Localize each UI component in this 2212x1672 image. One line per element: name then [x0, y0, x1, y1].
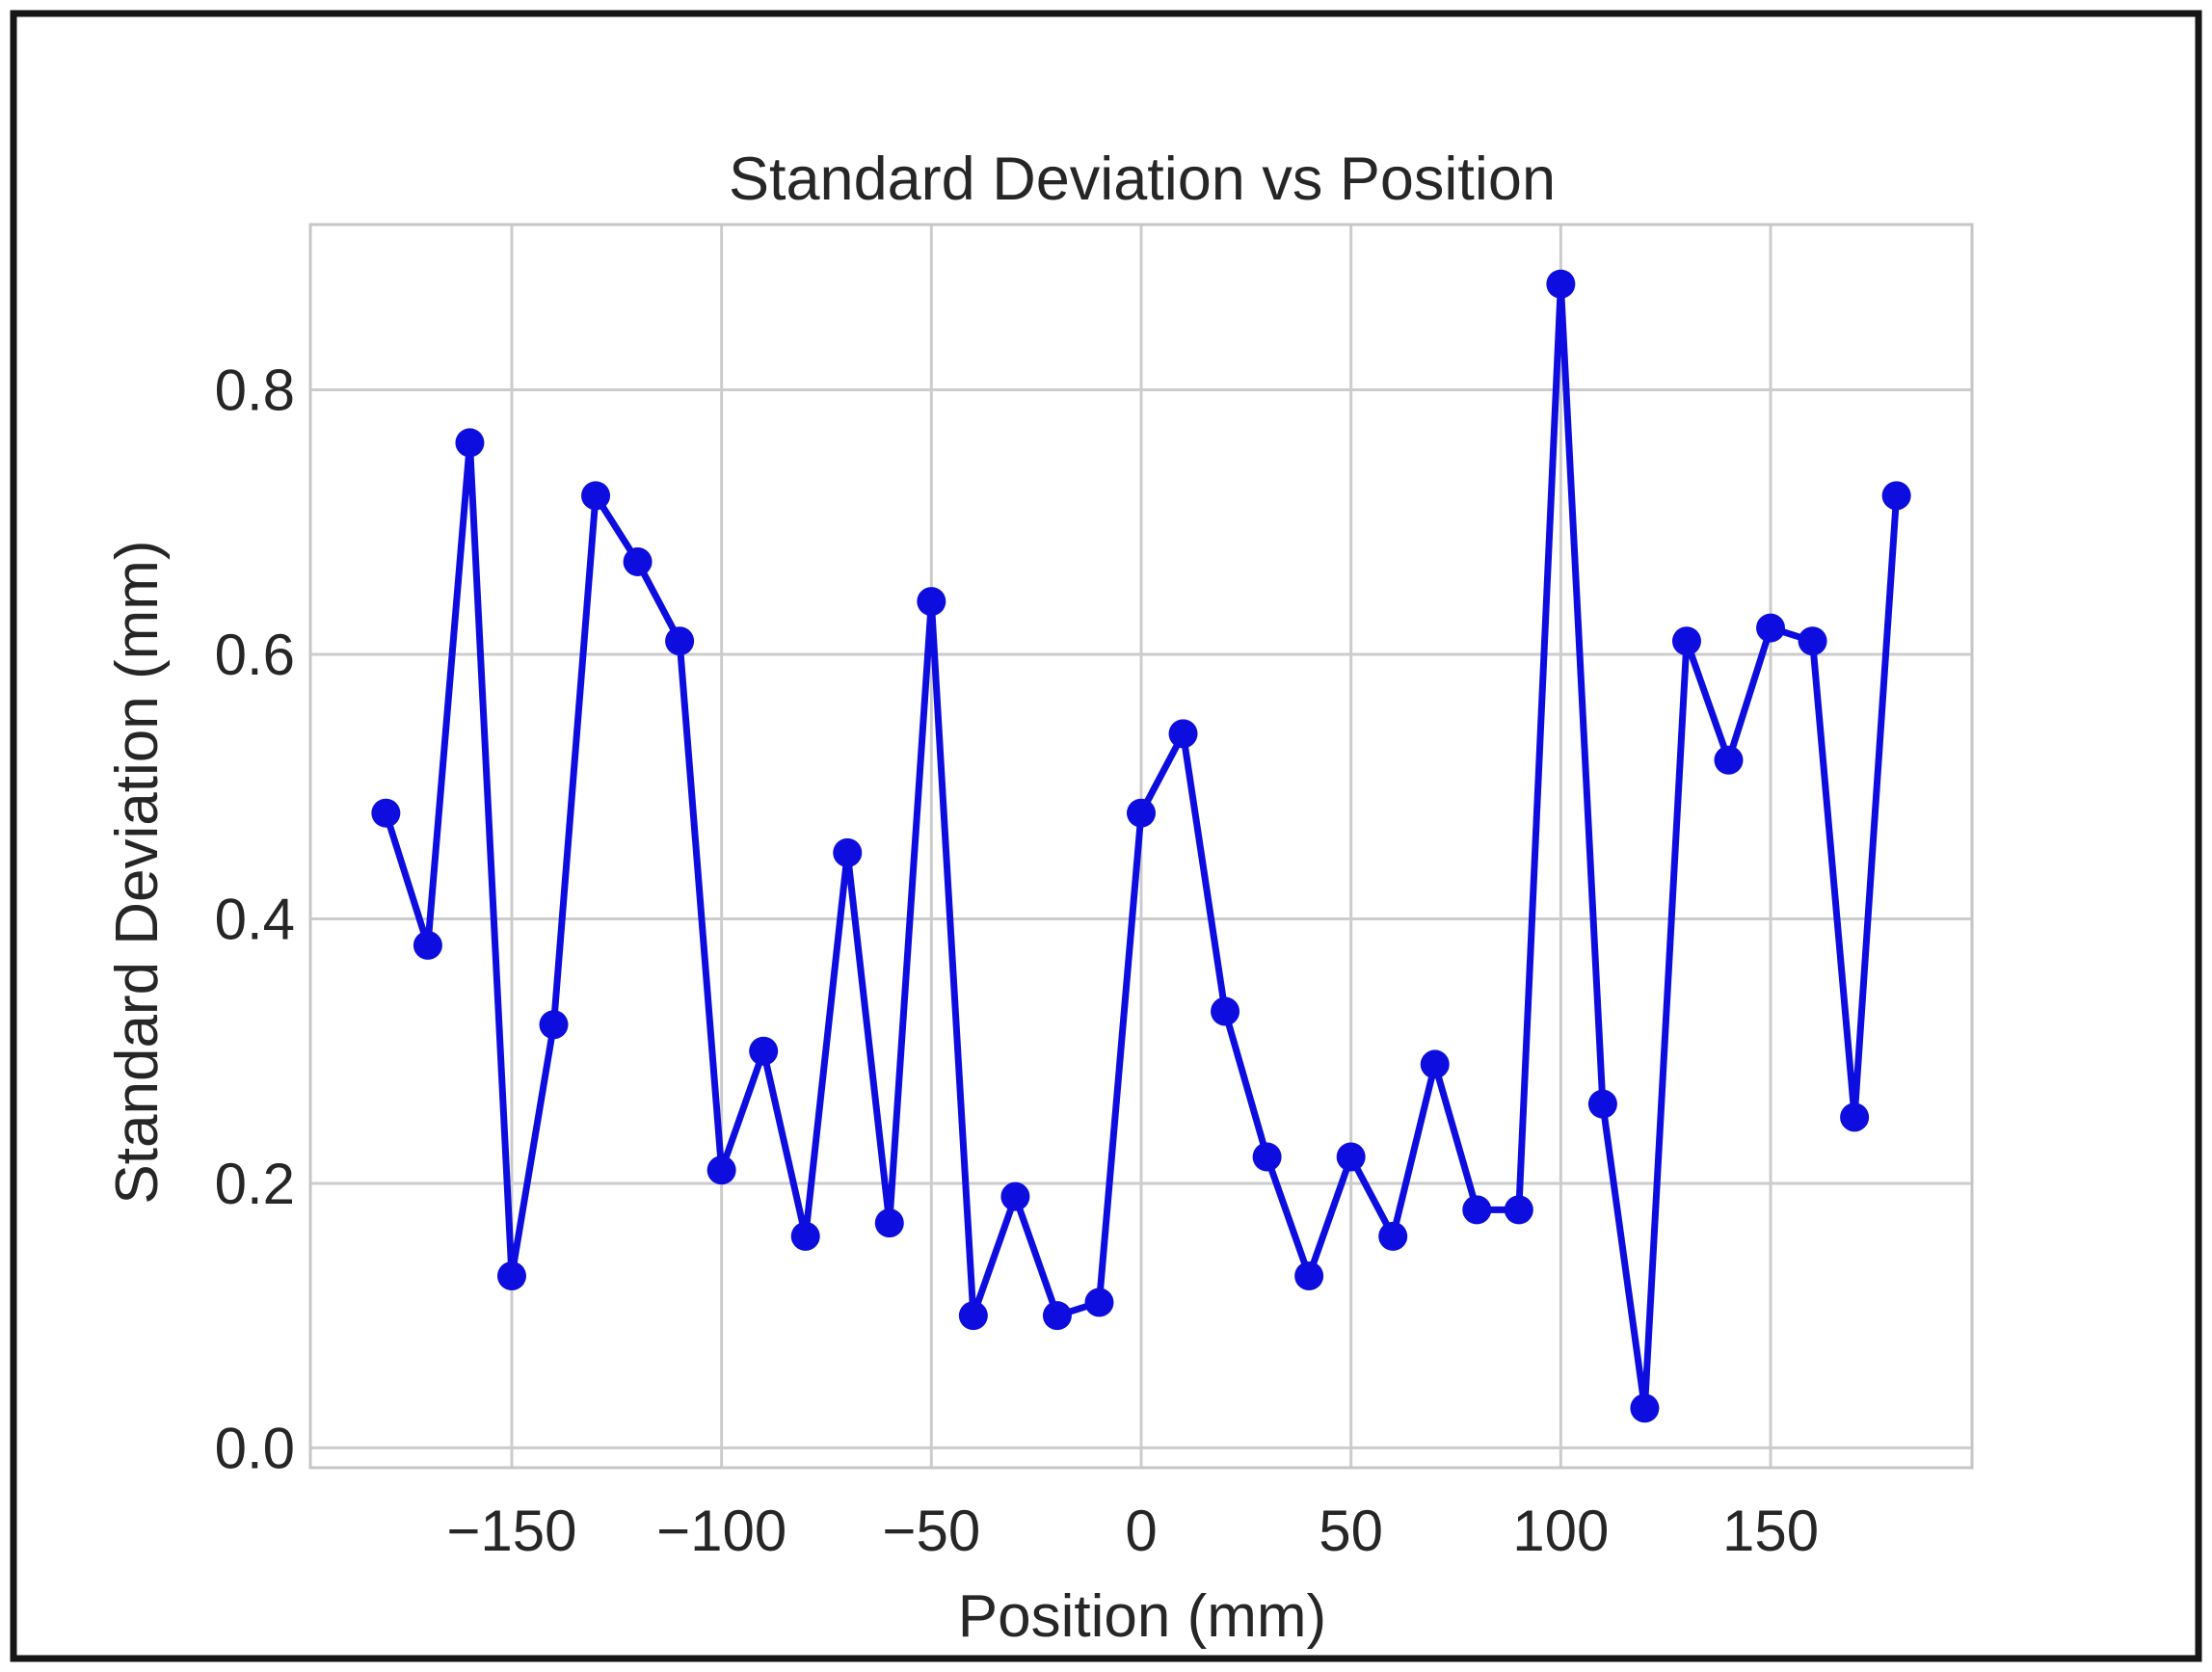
data-point--140mm: [539, 1010, 569, 1040]
y-tick-0.0: 0.0: [215, 1416, 295, 1480]
x-tick-50: 50: [1319, 1499, 1383, 1563]
data-point--180mm: [371, 798, 401, 828]
data-point--60mm: [874, 1208, 904, 1238]
data-point-180mm: [1881, 481, 1911, 511]
data-point-50mm: [1336, 1142, 1366, 1172]
data-point-150mm: [1756, 613, 1786, 643]
x-tick-−50: −50: [882, 1499, 980, 1563]
data-point--130mm: [581, 481, 611, 511]
data-point-100mm: [1546, 269, 1576, 299]
data-point--150mm: [496, 1261, 526, 1291]
x-tick-100: 100: [1512, 1499, 1609, 1563]
data-point--40mm: [958, 1301, 988, 1331]
data-point-0mm: [1127, 798, 1156, 828]
data-point--70mm: [833, 837, 863, 867]
y-axis-tick-labels: 0.0 0.2 0.4 0.6 0.8: [215, 358, 295, 1481]
data-point--120mm: [623, 546, 653, 576]
chart-title: Standard Deviation vs Position: [729, 146, 1556, 213]
y-tick-0.6: 0.6: [215, 623, 295, 687]
data-point--20mm: [1042, 1301, 1072, 1331]
data-point--160mm: [455, 428, 485, 458]
data-point-70mm: [1420, 1049, 1450, 1079]
plot-area-border: [308, 223, 1974, 1470]
data-point--10mm: [1084, 1287, 1114, 1317]
data-point-80mm: [1462, 1195, 1492, 1225]
y-tick-0.4: 0.4: [215, 887, 295, 951]
data-point-40mm: [1294, 1261, 1324, 1291]
data-point-markers: [371, 269, 1911, 1423]
data-point-30mm: [1252, 1142, 1282, 1172]
data-point--50mm: [917, 587, 946, 617]
data-point-90mm: [1504, 1195, 1533, 1225]
data-point--80mm: [790, 1221, 820, 1251]
y-axis-label: Standard Deviation (mm): [104, 540, 171, 1204]
image-border-frame: [10, 10, 2202, 1662]
data-point-110mm: [1587, 1089, 1617, 1119]
data-point-120mm: [1630, 1393, 1660, 1423]
data-point-60mm: [1378, 1221, 1408, 1251]
data-point--170mm: [413, 930, 442, 960]
data-point--30mm: [1000, 1181, 1030, 1211]
data-point-130mm: [1671, 626, 1701, 656]
data-point-20mm: [1211, 996, 1240, 1026]
x-tick-−100: −100: [656, 1499, 786, 1563]
data-point--90mm: [749, 1036, 779, 1066]
x-axis-tick-labels: −150 −100 −50 0 50 100 150: [446, 1499, 1819, 1563]
y-tick-0.2: 0.2: [215, 1152, 295, 1216]
data-point--100mm: [706, 1155, 736, 1185]
data-point-170mm: [1840, 1102, 1870, 1132]
x-tick-−150: −150: [446, 1499, 576, 1563]
x-tick-0: 0: [1125, 1499, 1157, 1563]
x-tick-150: 150: [1722, 1499, 1819, 1563]
data-point-10mm: [1168, 719, 1198, 749]
horizontal-gridlines: [310, 388, 1972, 1449]
data-point-160mm: [1798, 626, 1827, 656]
y-tick-0.8: 0.8: [215, 358, 295, 423]
x-axis-label: Position (mm): [958, 1583, 1326, 1650]
data-point--110mm: [665, 626, 695, 656]
data-point-140mm: [1714, 745, 1744, 775]
